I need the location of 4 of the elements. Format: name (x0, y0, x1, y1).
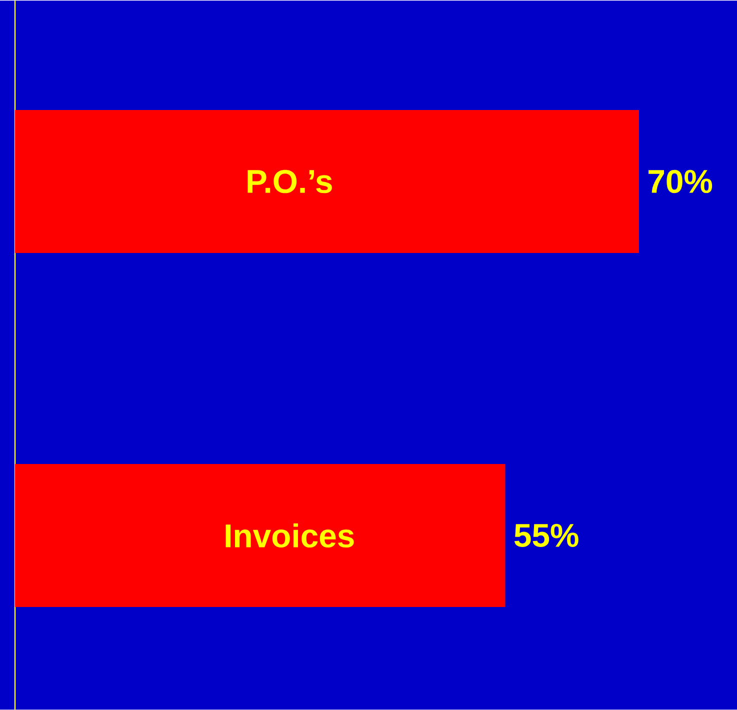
y-tick-label: Invoices (226, 523, 354, 548)
y-tick-label: P.O.’s (248, 170, 332, 194)
data-label: 70% (648, 170, 712, 194)
data-label: 55% (514, 524, 578, 547)
